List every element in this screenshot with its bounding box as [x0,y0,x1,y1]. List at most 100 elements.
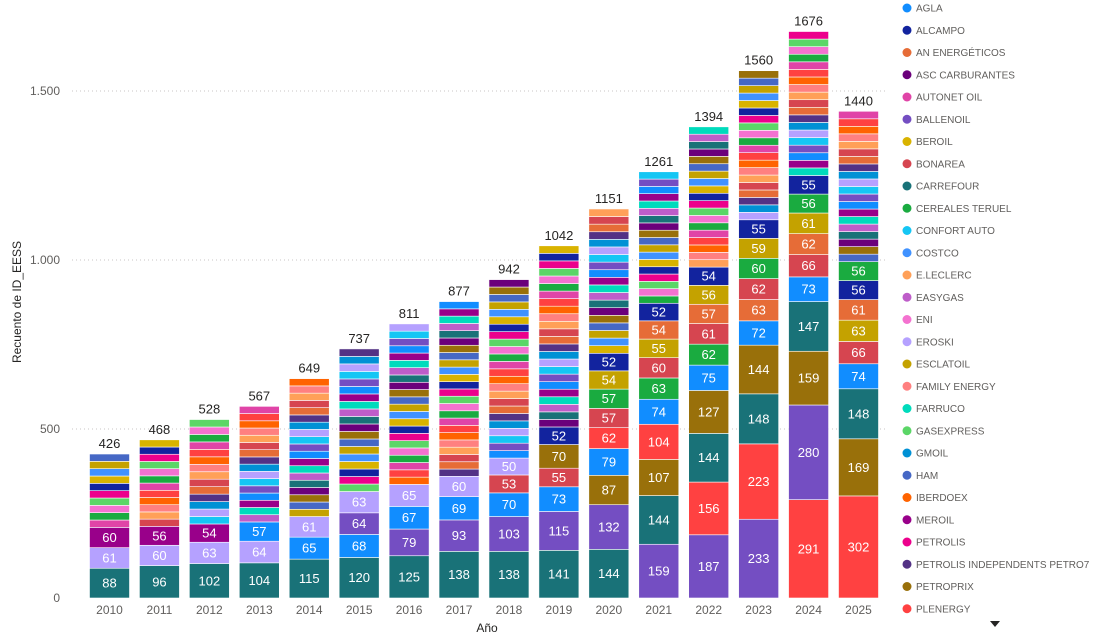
bar-segment[interactable] [688,200,730,209]
bar-segment[interactable] [788,69,829,78]
bar-segment[interactable] [438,330,480,339]
bar-segment[interactable] [688,229,730,238]
bar-segment[interactable] [488,294,530,303]
bar-segment[interactable] [688,126,730,135]
bar-segment[interactable] [788,76,829,85]
bar-segment[interactable] [189,463,230,473]
bar-segment[interactable] [688,156,730,165]
bar-segment[interactable] [388,454,430,463]
bar-segment[interactable] [538,550,580,599]
bar-segment[interactable] [788,53,829,63]
bars[interactable]: 88 61 60 426 96 60 56 468 102 63 54 528 104 64 57 567 11… [89,14,879,599]
bar-segment[interactable] [388,338,430,347]
bar-segment[interactable] [588,448,630,476]
bar-segment[interactable] [638,178,680,187]
bar-segment[interactable] [738,393,779,445]
bar-segment[interactable] [438,308,480,317]
bar-2020[interactable]: 144 132 87 79 62 57 57 54 52 1151 [588,191,630,599]
bar-segment[interactable] [338,371,380,380]
bar-segment[interactable] [438,468,480,477]
bar-segment[interactable] [638,288,680,297]
legend-item[interactable]: GMOIL [902,448,949,460]
bar-segment[interactable] [588,246,630,255]
bar-segment[interactable] [538,253,580,262]
bar-segment[interactable] [688,244,730,253]
bar-segment[interactable] [488,442,530,451]
legend-item[interactable]: AN ENERGÉTICOS [902,46,1006,59]
bar-segment[interactable] [388,360,430,368]
bar-segment[interactable] [388,528,430,557]
bar-segment[interactable] [838,216,879,225]
bar-segment[interactable] [588,261,630,271]
bar-segment[interactable] [738,159,779,168]
bar-segment[interactable] [588,292,630,301]
bar-segment[interactable] [438,337,480,346]
bar-segment[interactable] [838,156,879,165]
bar-segment[interactable] [189,478,230,487]
bar-segment[interactable] [788,499,829,599]
bar-2011[interactable]: 96 60 56 468 [139,422,180,599]
bar-segment[interactable] [838,363,879,390]
bar-segment[interactable] [139,482,180,491]
legend[interactable]: AGLA ALCAMPO AN ENERGÉTICOS ASC CARBURANTES… [902,3,1090,616]
bar-segment[interactable] [638,171,680,180]
bar-segment[interactable] [288,400,330,408]
bar-segment[interactable] [239,456,280,465]
bar-segment[interactable] [638,495,680,545]
bar-2023[interactable]: 233 223 148 144 72 63 62 60 59 55 1560 [738,53,779,599]
bar-segment[interactable] [738,115,779,124]
bar-segment[interactable] [338,476,380,485]
bar-segment[interactable] [288,443,330,452]
bar-segment[interactable] [688,259,730,268]
bar-segment[interactable] [588,315,630,324]
bar-segment[interactable] [538,260,580,269]
bar-segment[interactable] [838,186,879,195]
bar-segment[interactable] [139,565,180,599]
bar-segment[interactable] [638,200,680,209]
bar-segment[interactable] [189,419,230,428]
bar-segment[interactable] [538,305,580,315]
bar-segment[interactable] [538,283,580,292]
bar-segment[interactable] [488,450,530,459]
bar-segment[interactable] [388,389,430,398]
bar-segment[interactable] [239,420,280,429]
bar-segment[interactable] [538,320,580,330]
legend-item[interactable]: AUTONET OIL [902,92,983,104]
bar-segment[interactable] [288,487,330,496]
legend-scroll-down-icon[interactable] [990,621,1000,627]
bar-segment[interactable] [438,315,480,324]
bar-segment[interactable] [788,31,829,40]
bar-segment[interactable] [638,237,680,246]
bar-segment[interactable] [488,383,530,392]
bar-segment[interactable] [488,353,530,362]
bar-segment[interactable] [838,178,879,187]
bar-segment[interactable] [139,504,180,513]
bar-segment[interactable] [838,231,879,240]
bar-segment[interactable] [638,295,680,304]
bar-segment[interactable] [738,518,779,599]
bar-segment[interactable] [538,373,580,382]
bar-segment[interactable] [588,330,630,339]
bar-segment[interactable] [588,216,630,225]
bar-segment[interactable] [438,410,480,419]
legend-item[interactable]: CARREFOUR [902,181,980,193]
bar-segment[interactable] [738,167,779,176]
bar-segment[interactable] [239,471,280,479]
bar-segment[interactable] [638,193,680,202]
bar-segment[interactable] [688,252,730,261]
bar-segment[interactable] [788,152,829,161]
bar-segment[interactable] [388,367,430,376]
bar-segment[interactable] [638,244,680,253]
bar-segment[interactable] [738,197,779,206]
bar-segment[interactable] [838,163,879,172]
bar-2022[interactable]: 187 156 144 127 75 62 61 57 56 54 1394 [688,109,730,599]
legend-item[interactable]: CEREALES TERUEL [902,203,1012,215]
legend-item[interactable]: ENI [902,315,933,326]
legend-item[interactable]: CONFORT AUTO [902,226,996,237]
bar-segment[interactable] [139,446,180,455]
bar-segment[interactable] [189,456,230,465]
bar-segment[interactable] [89,512,130,521]
bar-segment[interactable] [838,193,879,202]
bar-segment[interactable] [838,495,879,599]
bar-segment[interactable] [638,423,680,460]
